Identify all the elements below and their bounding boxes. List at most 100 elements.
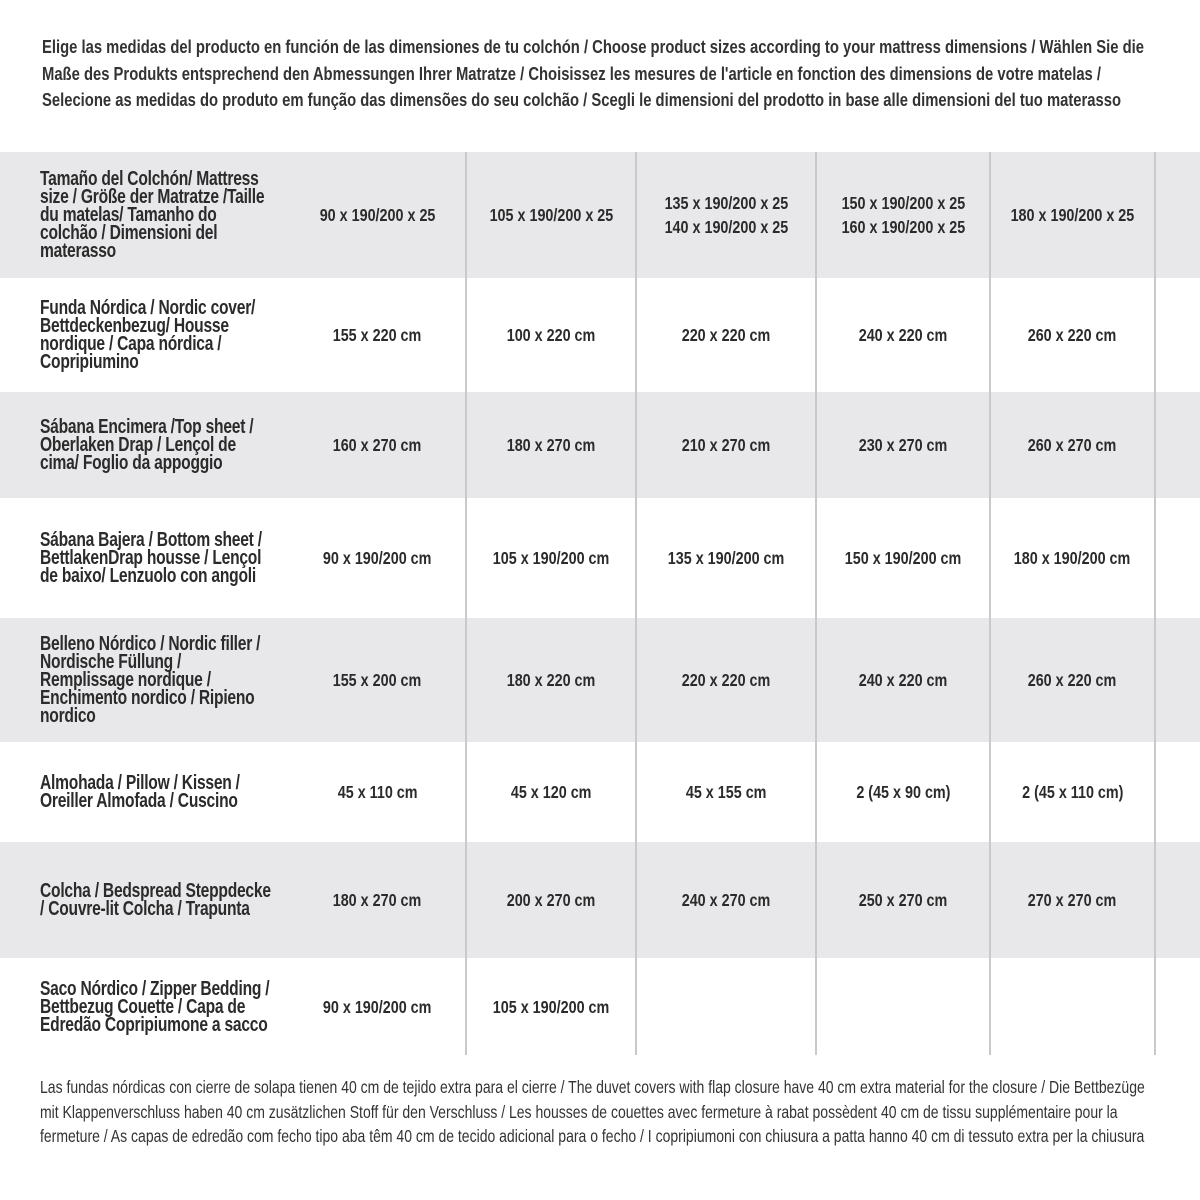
- size-cell: 250 x 270 cm: [815, 842, 990, 958]
- size-value: 155 x 200 cm: [333, 670, 422, 690]
- size-cell: 155 x 200 cm: [290, 618, 466, 742]
- size-cell: 220 x 220 cm: [635, 618, 816, 742]
- size-cell: 240 x 220 cm: [815, 618, 990, 742]
- size-value: 45 x 110 cm: [337, 782, 418, 802]
- size-cell: 90 x 190/200 cm: [290, 498, 466, 618]
- row-label: Belleno Nórdico / Nordic filler / Nordis…: [0, 618, 290, 742]
- row-label: Colcha / Bedspread Steppdecke / Couvre-l…: [0, 842, 290, 958]
- size-cell: 155 x 220 cm: [290, 278, 466, 392]
- size-value: 240 x 270 cm: [681, 890, 771, 910]
- size-cell: 260 x 220 cm: [989, 618, 1155, 742]
- size-value: 220 x 220 cm: [681, 325, 771, 345]
- size-cell: 240 x 220 cm: [815, 278, 990, 392]
- size-value: 105 x 190/200 x 25: [489, 205, 613, 225]
- table-margin: [1154, 278, 1200, 392]
- size-cell: 2 (45 x 90 cm): [815, 742, 990, 842]
- size-cell: 105 x 190/200 x 25: [465, 152, 636, 278]
- size-value: 260 x 270 cm: [1028, 435, 1117, 455]
- row-label-text: Belleno Nórdico / Nordic filler / Nordis…: [40, 633, 261, 727]
- size-value: 260 x 220 cm: [1028, 670, 1117, 690]
- table-margin: [1154, 498, 1200, 618]
- size-cell: 180 x 190/200 cm: [989, 498, 1155, 618]
- size-value: 105 x 190/200 cm: [492, 996, 610, 1017]
- size-cell: [815, 958, 990, 1055]
- size-cell: 200 x 270 cm: [465, 842, 636, 958]
- size-cell: 100 x 220 cm: [465, 278, 636, 392]
- size-value: 105 x 190/200 cm: [492, 548, 610, 568]
- table-row: Sábana Encimera /Top sheet / Oberlaken D…: [0, 392, 1200, 498]
- size-value: 180 x 270 cm: [333, 890, 422, 910]
- size-value: 240 x 220 cm: [858, 325, 948, 345]
- row-label: Saco Nórdico / Zipper Bedding / Bettbezu…: [0, 958, 290, 1055]
- size-cell: 135 x 190/200 cm: [635, 498, 816, 618]
- row-label-text: Funda Nórdica / Nordic cover/ Bettdecken…: [40, 297, 256, 373]
- row-label-text: Sábana Bajera / Bottom sheet / Bettlaken…: [40, 529, 262, 587]
- size-value: 150 x 190/200 cm: [844, 548, 962, 568]
- size-cell: 105 x 190/200 cm: [465, 498, 636, 618]
- size-value: 135 x 190/200 x 25 140 x 190/200 x 25: [664, 193, 788, 237]
- size-value: 160 x 270 cm: [333, 435, 422, 455]
- row-label-text: Saco Nórdico / Zipper Bedding / Bettbezu…: [40, 977, 270, 1036]
- size-value: 220 x 220 cm: [681, 670, 771, 690]
- size-value: 2 (45 x 110 cm): [1021, 782, 1124, 802]
- table-margin: [1154, 392, 1200, 498]
- size-value: 150 x 190/200 x 25 160 x 190/200 x 25: [841, 193, 965, 237]
- row-label: Almohada / Pillow / Kissen / Oreiller Al…: [0, 742, 290, 842]
- table-row: Saco Nórdico / Zipper Bedding / Bettbezu…: [0, 958, 1200, 1055]
- size-cell: 180 x 220 cm: [465, 618, 636, 742]
- intro-text: Elige las medidas del producto en funció…: [42, 36, 1144, 110]
- size-value: 90 x 190/200 cm: [323, 548, 432, 568]
- size-cell: 150 x 190/200 x 25 160 x 190/200 x 25: [815, 152, 990, 278]
- size-value: 180 x 270 cm: [506, 435, 596, 455]
- table-margin: [1154, 842, 1200, 958]
- size-cell: 45 x 120 cm: [465, 742, 636, 842]
- table-margin: [1154, 742, 1200, 842]
- table-row: Almohada / Pillow / Kissen / Oreiller Al…: [0, 742, 1200, 842]
- row-label: Sábana Encimera /Top sheet / Oberlaken D…: [0, 392, 290, 498]
- size-cell: 180 x 190/200 x 25: [989, 152, 1155, 278]
- size-cell: 160 x 270 cm: [290, 392, 466, 498]
- table-row: Tamaño del Colchón/ Mattress size / Größ…: [0, 152, 1200, 278]
- row-label-text: Colcha / Bedspread Steppdecke / Couvre-l…: [40, 880, 271, 920]
- table-margin: [1154, 958, 1200, 1055]
- size-value: 45 x 155 cm: [685, 782, 767, 802]
- table-margin: [1154, 618, 1200, 742]
- size-cell: 150 x 190/200 cm: [815, 498, 990, 618]
- table-row: Colcha / Bedspread Steppdecke / Couvre-l…: [0, 842, 1200, 958]
- row-label-text: Tamaño del Colchón/ Mattress size / Größ…: [40, 168, 265, 262]
- size-value: 90 x 190/200 cm: [323, 996, 432, 1017]
- size-cell: 45 x 155 cm: [635, 742, 816, 842]
- size-cell: [989, 958, 1155, 1055]
- size-value: 100 x 220 cm: [506, 325, 596, 345]
- size-value: 180 x 190/200 x 25: [1010, 205, 1135, 225]
- size-cell: 90 x 190/200 cm: [290, 958, 466, 1055]
- size-cell: 45 x 110 cm: [290, 742, 466, 842]
- size-cell: 220 x 220 cm: [635, 278, 816, 392]
- size-cell: 105 x 190/200 cm: [465, 958, 636, 1055]
- size-value: 230 x 270 cm: [858, 435, 948, 455]
- size-cell: 260 x 220 cm: [989, 278, 1155, 392]
- size-value: 210 x 270 cm: [681, 435, 771, 455]
- size-value: 270 x 270 cm: [1028, 890, 1117, 910]
- footer-note: Las fundas nórdicas con cierre de solapa…: [40, 1077, 1145, 1146]
- size-cell: 230 x 270 cm: [815, 392, 990, 498]
- row-label: Sábana Bajera / Bottom sheet / Bettlaken…: [0, 498, 290, 618]
- row-label-text: Sábana Encimera /Top sheet / Oberlaken D…: [40, 416, 254, 474]
- size-value: 2 (45 x 90 cm): [855, 782, 951, 802]
- table-row: Funda Nórdica / Nordic cover/ Bettdecken…: [0, 278, 1200, 392]
- size-cell: 180 x 270 cm: [465, 392, 636, 498]
- size-cell: 240 x 270 cm: [635, 842, 816, 958]
- row-label-text: Almohada / Pillow / Kissen / Oreiller Al…: [40, 772, 240, 812]
- table-margin: [1154, 152, 1200, 278]
- size-value: 45 x 120 cm: [510, 782, 592, 802]
- size-cell: 260 x 270 cm: [989, 392, 1155, 498]
- size-cell: 270 x 270 cm: [989, 842, 1155, 958]
- size-cell: [635, 958, 816, 1055]
- size-value: 155 x 220 cm: [333, 325, 422, 345]
- size-value: 250 x 270 cm: [858, 890, 948, 910]
- size-value: 135 x 190/200 cm: [667, 548, 785, 568]
- row-label: Funda Nórdica / Nordic cover/ Bettdecken…: [0, 278, 290, 392]
- size-table: Tamaño del Colchón/ Mattress size / Größ…: [0, 152, 1200, 1055]
- size-value: 90 x 190/200 x 25: [319, 205, 436, 225]
- size-cell: 180 x 270 cm: [290, 842, 466, 958]
